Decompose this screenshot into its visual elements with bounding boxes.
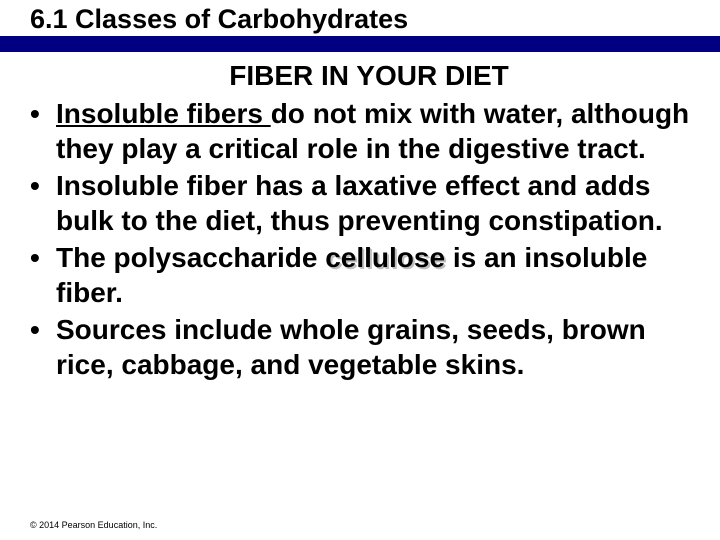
bullet-list: Insoluble fibers do not mix with water, … [30,96,708,382]
bullet-item: The polysaccharide cellulose is an insol… [30,240,708,310]
bullet-text: Sources include whole grains, seeds, bro… [56,314,646,380]
copyright-text: © 2014 Pearson Education, Inc. [30,520,157,530]
bullet-item: Insoluble fiber has a laxative effect an… [30,168,708,238]
slide-subtitle: FIBER IN YOUR DIET [30,60,708,92]
header-region: 6.1 Classes of Carbohydrates [0,0,720,52]
slide-content: FIBER IN YOUR DIET Insoluble fibers do n… [0,52,720,382]
bullet-item: Sources include whole grains, seeds, bro… [30,312,708,382]
keyword-insoluble-fibers: Insoluble fibers [56,98,271,129]
section-title: 6.1 Classes of Carbohydrates [30,4,408,35]
bullet-text: Insoluble fiber has a laxative effect an… [56,170,663,236]
keyword-cellulose: cellulose [325,242,445,273]
bullet-text-pre: The polysaccharide [56,242,325,273]
bullet-item: Insoluble fibers do not mix with water, … [30,96,708,166]
header-navy-band [0,36,720,52]
